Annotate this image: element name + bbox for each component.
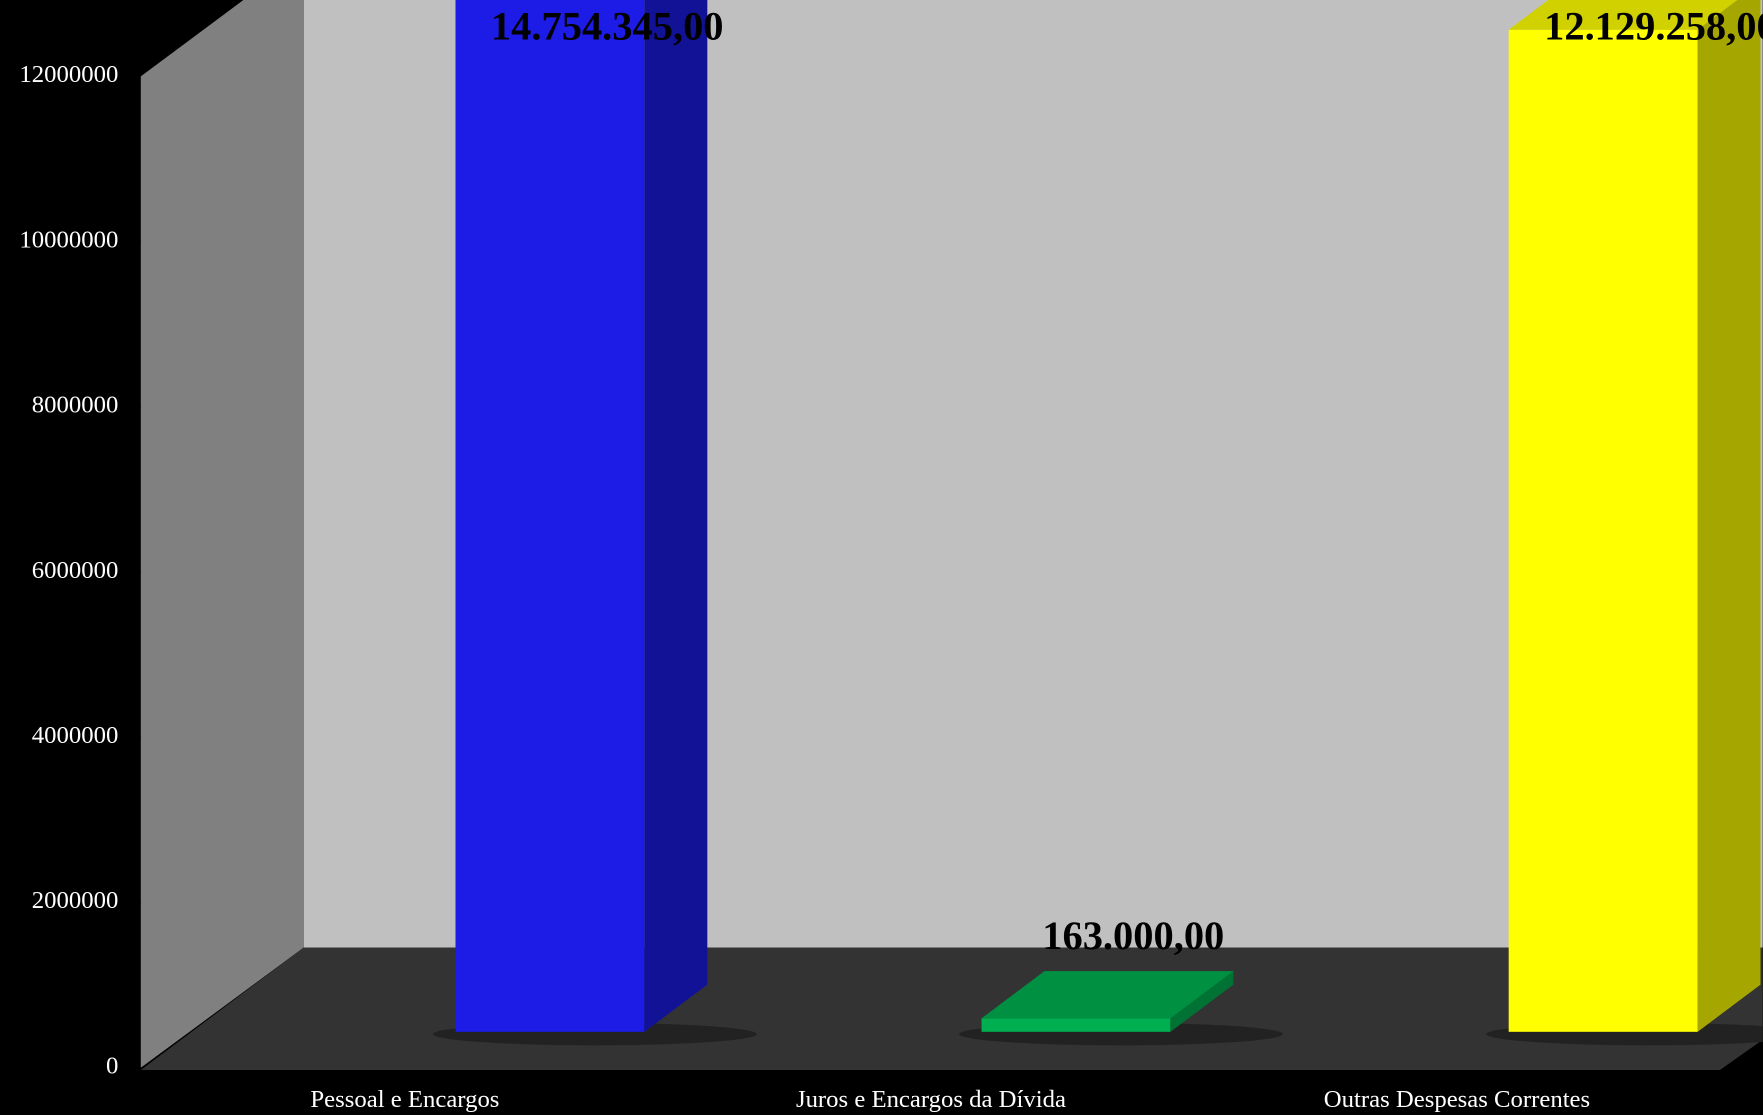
value-label: 14.754.345,00	[491, 4, 724, 49]
x-tick-label: Outras Despesas Correntes	[1324, 1086, 1590, 1113]
bar-top-shade	[981, 971, 1234, 1019]
bar-top	[1508, 0, 1738, 30]
y-tick-label: 10000000	[19, 226, 118, 253]
y-tick-label: 2000000	[32, 887, 119, 914]
x-tick-label: Pessoal e Encargos	[310, 1086, 499, 1113]
bar-top	[981, 971, 1234, 1019]
y-tick-label: 4000000	[32, 722, 119, 749]
bar-side	[644, 0, 708, 1032]
bar-side-shade	[644, 0, 708, 1032]
bar-front	[1508, 29, 1698, 1032]
bar-side-shade	[1170, 971, 1234, 1032]
value-label: 12.129.258,00	[1544, 4, 1763, 49]
bar-side	[1697, 0, 1761, 1032]
y-tick-label: 8000000	[32, 392, 119, 419]
bar-front	[455, 0, 645, 1032]
y-tick-label: 0	[106, 1052, 118, 1079]
value-label: 163.000,00	[1042, 913, 1224, 958]
y-tick-label: 12000000	[19, 61, 118, 88]
bar-front	[981, 1018, 1171, 1032]
bar-top-shade	[1508, 0, 1738, 30]
y-tick-label: 6000000	[32, 557, 119, 584]
bar-side-shade	[1697, 0, 1761, 1032]
bars	[433, 0, 1763, 1046]
bar-side	[1170, 971, 1234, 1032]
x-tick-label: Juros e Encargos da Dívida	[796, 1086, 1066, 1113]
side-wall	[140, 0, 304, 1068]
